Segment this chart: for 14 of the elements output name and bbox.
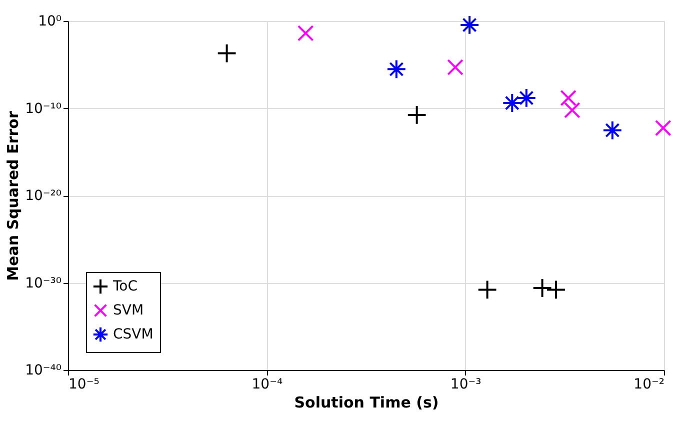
x-tick-label: 10⁻⁵ xyxy=(68,376,100,392)
legend-label: SVM xyxy=(113,302,144,318)
legend-label: CSVM xyxy=(113,326,154,342)
x-axis-title: Solution Time (s) xyxy=(294,394,439,412)
x-tick-label: 10⁻³ xyxy=(450,376,482,392)
x-tick-label: 10⁻⁴ xyxy=(252,376,283,392)
legend-label: ToC xyxy=(112,278,138,294)
y-tick-label: 10⁻⁴⁰ xyxy=(25,362,62,378)
x-tick-label: 10⁻² xyxy=(634,376,664,392)
y-tick-label: 10⁰ xyxy=(38,14,62,30)
y-tick-label: 10⁻¹⁰ xyxy=(25,100,62,117)
y-tick-label: 10⁻³⁰ xyxy=(25,275,62,292)
y-axis-title: Mean Squared Error xyxy=(4,110,22,281)
y-tick-label: 10⁻²⁰ xyxy=(25,188,62,204)
